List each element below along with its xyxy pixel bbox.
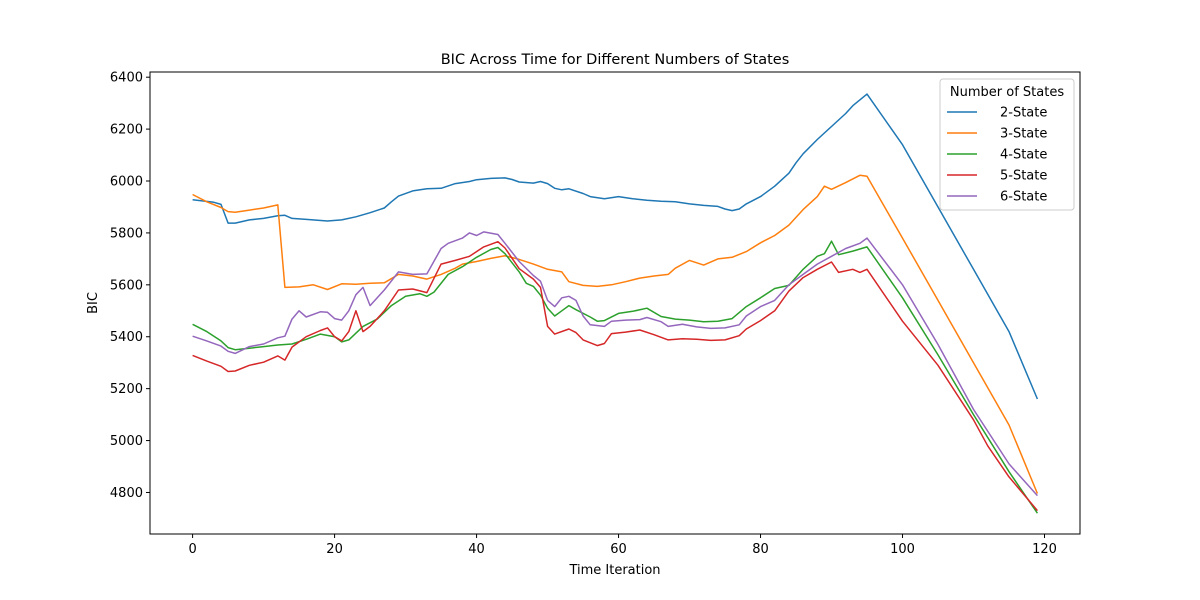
y-axis-label: BIC [86, 292, 101, 314]
legend-title: Number of States [950, 85, 1064, 100]
series-line-5 [192, 231, 1038, 497]
series-line-1 [192, 93, 1039, 400]
y-tick-label: 5200 [110, 382, 143, 397]
x-axis-label: Time Iteration [568, 563, 660, 578]
legend: Number of States 2-State 3-State 4-State 5-… [939, 78, 1075, 211]
x-tick-label: 80 [752, 542, 769, 557]
plot-area-frame [149, 71, 1081, 535]
legend-items: 2-State 3-State 4-State 5-State 6-State [947, 106, 1047, 205]
y-tick-label: 6000 [110, 175, 143, 190]
series-line-4 [192, 240, 1038, 512]
y-tick-label: 5600 [110, 278, 143, 293]
legend-label-4: 5-State [1000, 169, 1047, 184]
y-tick-label: 6200 [110, 123, 143, 138]
legend-label-3: 4-State [1000, 148, 1047, 163]
y-tick-label: 4800 [110, 486, 143, 501]
x-tick-label: 20 [326, 542, 343, 557]
series-line-2 [192, 174, 1039, 494]
y-tick-label: 5000 [110, 434, 143, 449]
legend-label-2: 3-State [1000, 127, 1047, 142]
y-tick-label: 5400 [110, 330, 143, 345]
x-tick-label: 40 [468, 542, 485, 557]
x-tick-label: 120 [1032, 542, 1057, 557]
series-layer [192, 93, 1039, 514]
y-axis-ticks: 4800 5000 5200 5400 5600 5800 6000 6200 6400 [110, 71, 150, 501]
series-line-3 [192, 240, 1039, 514]
y-tick-label: 5800 [110, 226, 143, 241]
x-tick-label: 60 [610, 542, 627, 557]
x-tick-label: 0 [188, 542, 196, 557]
y-tick-label: 6400 [110, 71, 143, 86]
chart-title: BIC Across Time for Different Numbers of… [441, 52, 790, 68]
x-axis-ticks: 0 20 40 60 80 100 120 [188, 534, 1057, 557]
x-tick-label: 100 [890, 542, 915, 557]
legend-label-1: 2-State [1000, 106, 1047, 121]
legend-label-5: 6-State [1000, 190, 1047, 205]
